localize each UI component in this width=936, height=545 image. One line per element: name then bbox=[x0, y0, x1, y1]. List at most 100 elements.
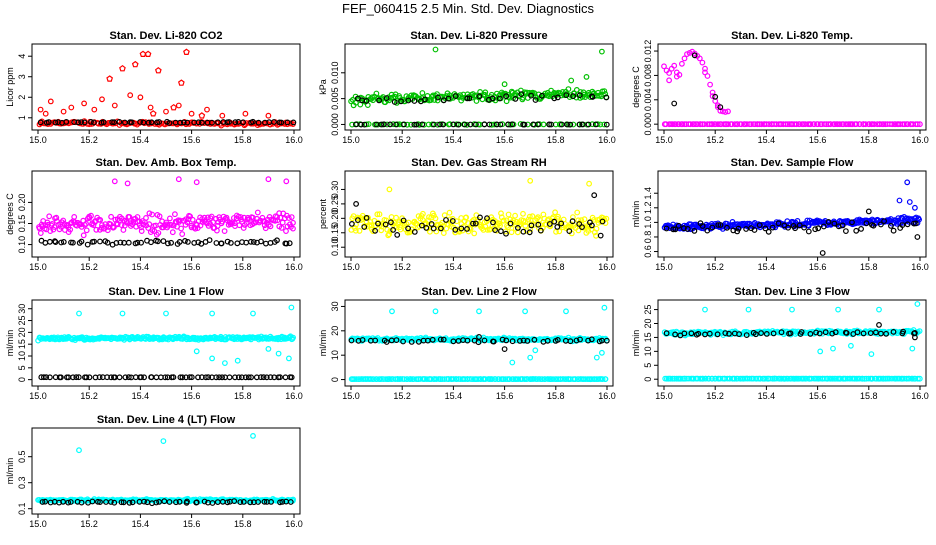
data-point bbox=[37, 119, 44, 126]
data-point bbox=[699, 223, 706, 229]
data-point bbox=[463, 214, 470, 221]
data-point bbox=[888, 222, 894, 229]
data-point bbox=[904, 221, 911, 228]
data-point bbox=[431, 121, 437, 128]
y-tick-label: 0.20 bbox=[17, 194, 27, 212]
data-point bbox=[227, 239, 234, 246]
data-point bbox=[258, 238, 264, 245]
data-point bbox=[198, 112, 206, 119]
data-point bbox=[700, 375, 706, 382]
data-point bbox=[912, 220, 919, 227]
data-point bbox=[156, 119, 163, 125]
data-point bbox=[268, 499, 275, 505]
data-point bbox=[363, 214, 370, 221]
data-point bbox=[44, 219, 51, 226]
data-point bbox=[445, 95, 452, 102]
data-point bbox=[163, 310, 169, 317]
data-point bbox=[449, 218, 456, 224]
data-point bbox=[843, 330, 850, 336]
data-point bbox=[470, 220, 476, 227]
data-point bbox=[405, 97, 412, 104]
y-tick-label: 0.15 bbox=[17, 215, 27, 233]
data-point bbox=[47, 228, 54, 235]
data-point bbox=[865, 375, 872, 382]
data-point bbox=[408, 121, 414, 128]
data-point bbox=[858, 225, 864, 232]
y-tick-label: 25 bbox=[17, 316, 27, 326]
x-tick-label: 15.8 bbox=[234, 135, 252, 145]
data-point bbox=[486, 121, 493, 128]
x-tick-label: 15.4 bbox=[445, 262, 463, 272]
data-point bbox=[860, 330, 867, 337]
y-tick-label: 0.3 bbox=[17, 476, 27, 489]
x-tick-label: 15.0 bbox=[29, 519, 47, 529]
x-tick-label: 15.6 bbox=[183, 135, 201, 145]
data-point bbox=[160, 238, 167, 245]
data-point bbox=[916, 216, 922, 223]
data-point bbox=[492, 376, 499, 383]
data-point bbox=[208, 119, 215, 126]
data-point bbox=[214, 222, 221, 229]
data-point bbox=[464, 225, 470, 232]
data-point bbox=[505, 211, 512, 218]
data-point bbox=[520, 228, 527, 235]
data-point bbox=[889, 121, 896, 128]
data-point bbox=[68, 104, 75, 111]
data-point bbox=[853, 121, 860, 127]
data-point bbox=[407, 376, 414, 382]
chart-title: Stan. Dev. Line 4 (LT) Flow bbox=[97, 414, 236, 426]
data-point bbox=[589, 94, 596, 100]
data-point bbox=[42, 239, 49, 246]
data-point bbox=[423, 224, 430, 231]
x-tick-label: 15.4 bbox=[758, 391, 776, 401]
data-point bbox=[914, 234, 921, 240]
y-tick-label: 4 bbox=[17, 54, 27, 59]
y-tick-label: 0.5 bbox=[17, 450, 27, 463]
data-point bbox=[283, 240, 290, 247]
data-point bbox=[53, 214, 60, 221]
data-point bbox=[709, 375, 715, 382]
data-point bbox=[240, 119, 247, 126]
data-point bbox=[563, 92, 570, 98]
data-point bbox=[278, 119, 285, 126]
data-point bbox=[122, 374, 129, 381]
data-point bbox=[843, 121, 849, 128]
data-point bbox=[388, 219, 394, 226]
data-point bbox=[588, 336, 595, 343]
data-point bbox=[290, 334, 297, 341]
y-tick-label: 0.10 bbox=[330, 238, 340, 256]
data-point bbox=[137, 119, 144, 125]
data-point bbox=[234, 357, 241, 364]
data-point bbox=[464, 121, 470, 128]
data-point bbox=[832, 329, 839, 336]
data-point bbox=[738, 121, 745, 128]
data-point bbox=[482, 89, 489, 96]
data-point bbox=[681, 225, 687, 232]
data-point bbox=[805, 228, 812, 235]
data-point bbox=[140, 119, 147, 126]
data-point bbox=[871, 121, 878, 128]
data-point bbox=[537, 227, 544, 234]
chart-panel: Stan. Dev. Line 1 Flow ml/min 15.0 15.2 15.4… bbox=[5, 286, 303, 401]
y-tick-label: 0.25 bbox=[330, 195, 340, 213]
data-point bbox=[148, 239, 154, 246]
data-point bbox=[393, 121, 400, 128]
data-point bbox=[663, 330, 670, 337]
x-tick-label: 15.8 bbox=[234, 391, 252, 401]
data-point bbox=[539, 376, 546, 383]
data-point bbox=[193, 179, 200, 186]
data-point bbox=[691, 227, 698, 234]
chart-title: Stan. Dev. Amb. Box Temp. bbox=[96, 157, 237, 169]
data-point bbox=[536, 376, 542, 382]
data-point bbox=[287, 499, 294, 505]
data-point bbox=[398, 98, 404, 105]
data-point bbox=[91, 238, 97, 245]
data-point bbox=[675, 222, 682, 229]
data-point bbox=[208, 213, 215, 220]
data-point bbox=[452, 93, 459, 99]
data-point bbox=[372, 337, 379, 344]
x-tick-label: 16.0 bbox=[285, 262, 303, 272]
data-point bbox=[45, 119, 52, 126]
data-point bbox=[878, 221, 884, 228]
y-tick-label: 0 bbox=[643, 377, 653, 382]
